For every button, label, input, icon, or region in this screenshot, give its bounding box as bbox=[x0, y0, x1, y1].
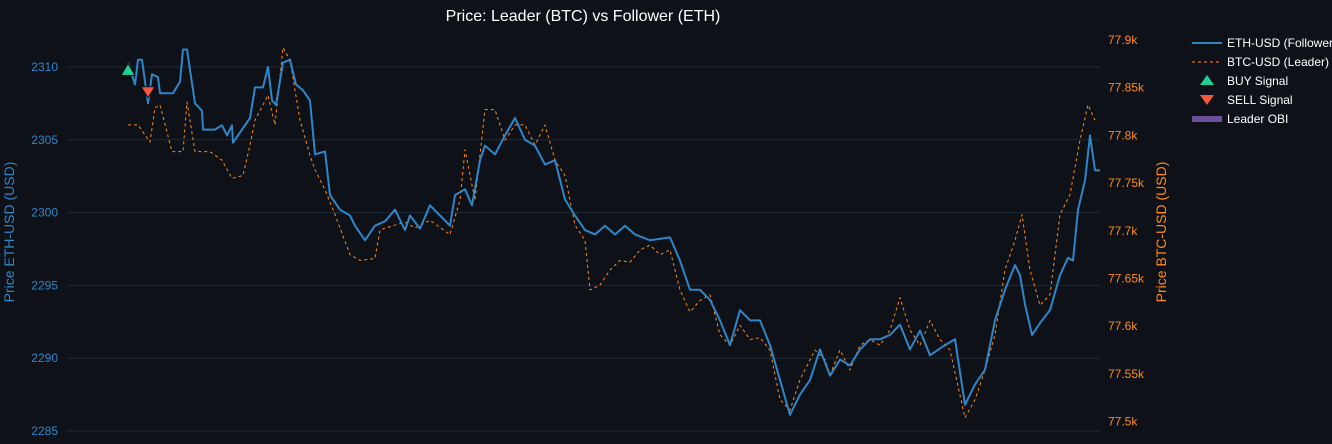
chart-title: Price: Leader (BTC) vs Follower (ETH) bbox=[446, 8, 721, 25]
right-tick-label: 77.6k bbox=[1108, 319, 1138, 333]
gridlines bbox=[67, 66, 1100, 432]
right-axis-label: Price BTC-USD (USD) bbox=[1153, 162, 1169, 303]
eth-series-line bbox=[127, 48, 1100, 416]
right-tick-label: 77.8k bbox=[1108, 128, 1138, 142]
legend-eth[interactable]: ETH-USD (Follower) bbox=[1227, 36, 1332, 50]
right-tick-label: 77.5k bbox=[1108, 415, 1138, 429]
left-tick-label: 2300 bbox=[31, 206, 58, 220]
legend-btc[interactable]: BTC-USD (Leader) bbox=[1227, 55, 1329, 69]
right-tick-label: 77.9k bbox=[1108, 33, 1138, 47]
left-tick-label: 2285 bbox=[31, 424, 58, 438]
legend-sell-triangle-icon bbox=[1200, 95, 1214, 105]
legend-obi-swatch bbox=[1192, 116, 1222, 122]
buy-signal-marker bbox=[120, 62, 136, 76]
left-axis-label: Price ETH-USD (USD) bbox=[1, 162, 17, 303]
legend[interactable]: ETH-USD (Follower) BTC-USD (Leader) BUY … bbox=[1192, 36, 1332, 126]
right-tick-label: 77.7k bbox=[1108, 224, 1138, 238]
series bbox=[127, 47, 1100, 419]
left-tick-label: 2310 bbox=[31, 60, 58, 74]
right-tick-label: 77.65k bbox=[1108, 272, 1145, 286]
signals bbox=[120, 62, 156, 99]
sell-signal-marker bbox=[140, 86, 156, 99]
left-tick-label: 2295 bbox=[31, 278, 58, 292]
right-tick-label: 77.75k bbox=[1108, 176, 1145, 190]
legend-buy-triangle-icon bbox=[1200, 75, 1214, 85]
legend-sell[interactable]: SELL Signal bbox=[1227, 93, 1293, 107]
left-tick-label: 2305 bbox=[31, 133, 58, 147]
legend-obi[interactable]: Leader OBI bbox=[1227, 112, 1288, 126]
right-tick-label: 77.85k bbox=[1108, 81, 1145, 95]
legend-buy[interactable]: BUY Signal bbox=[1227, 74, 1288, 88]
axis-ticks: 2285 2290 2295 2300 2305 2310 77.5k 77.55k 77.6k… bbox=[31, 33, 1145, 438]
left-tick-label: 2290 bbox=[31, 351, 58, 365]
right-tick-label: 77.55k bbox=[1108, 367, 1145, 381]
